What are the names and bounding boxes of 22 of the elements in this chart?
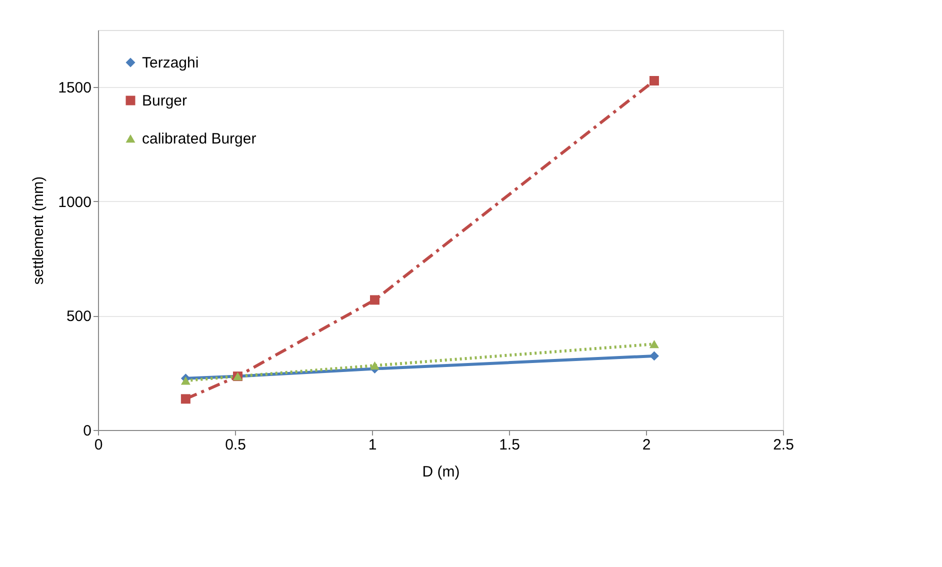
y-tick-label: 500 <box>66 308 92 326</box>
point <box>180 376 190 385</box>
y-tick-label: 1000 <box>58 194 92 211</box>
y-tick-label: 0 <box>83 422 92 440</box>
legend-label: Burger <box>142 92 188 110</box>
point <box>649 76 659 86</box>
x-axis-title: D (m) <box>422 464 460 480</box>
point <box>370 295 380 305</box>
x-tick-label: 0 <box>94 436 103 454</box>
x-tick-label: 1.5 <box>499 436 520 454</box>
point <box>649 340 659 348</box>
y-axis-title: settlement (mm) <box>30 176 48 285</box>
point <box>180 394 190 404</box>
point <box>649 351 659 361</box>
x-tick-label: 1 <box>368 436 377 454</box>
x-tick-label: 0.5 <box>225 436 246 454</box>
legend-label: calibrated Burger <box>142 130 256 148</box>
x-tick-label: 2 <box>642 436 651 454</box>
legend-label: Terzaghi <box>142 54 199 72</box>
x-tick-label: 2.5 <box>773 436 794 454</box>
point <box>370 361 380 370</box>
y-tick-label: 1500 <box>58 80 92 97</box>
